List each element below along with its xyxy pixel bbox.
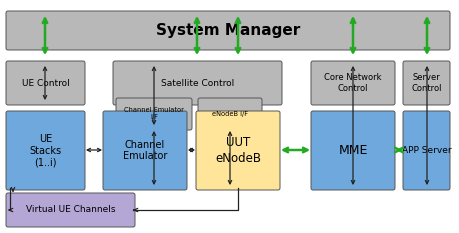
Text: APP Server: APP Server — [401, 146, 450, 155]
Text: Server
Control: Server Control — [410, 73, 441, 93]
FancyBboxPatch shape — [402, 111, 449, 190]
FancyBboxPatch shape — [310, 111, 394, 190]
Text: eNodeB I/F: eNodeB I/F — [212, 111, 247, 117]
FancyBboxPatch shape — [310, 61, 394, 105]
Text: UE
Stacks
(1..i): UE Stacks (1..i) — [29, 134, 62, 167]
Text: MME: MME — [337, 144, 367, 157]
FancyBboxPatch shape — [116, 98, 191, 130]
Text: Satellite Control: Satellite Control — [161, 79, 234, 88]
FancyBboxPatch shape — [6, 61, 85, 105]
Text: UUT
eNodeB: UUT eNodeB — [214, 137, 260, 164]
Text: Virtual UE Channels: Virtual UE Channels — [26, 206, 115, 215]
FancyBboxPatch shape — [103, 111, 187, 190]
FancyBboxPatch shape — [6, 11, 449, 50]
Text: UE Control: UE Control — [22, 79, 69, 88]
FancyBboxPatch shape — [6, 193, 134, 227]
Text: Channel
Emulator: Channel Emulator — [123, 140, 167, 161]
FancyBboxPatch shape — [6, 111, 85, 190]
Text: System Manager: System Manager — [156, 23, 299, 38]
FancyBboxPatch shape — [197, 98, 262, 130]
Text: Core Network
Control: Core Network Control — [324, 73, 381, 93]
FancyBboxPatch shape — [196, 111, 280, 190]
FancyBboxPatch shape — [402, 61, 449, 105]
FancyBboxPatch shape — [113, 61, 281, 105]
Text: Channel Emulator
I/F: Channel Emulator I/F — [124, 107, 184, 120]
